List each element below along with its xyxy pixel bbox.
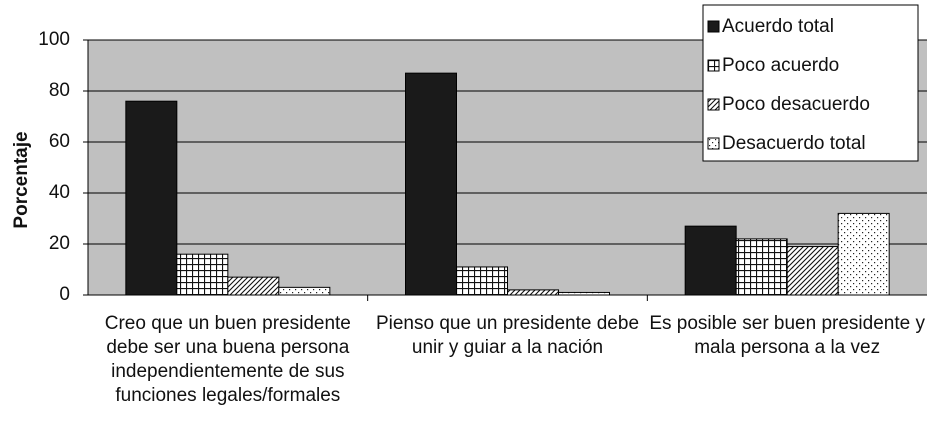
x-tick-label: Pienso que un presidente debe unir y gui… xyxy=(375,313,640,358)
bar xyxy=(735,238,788,296)
y-tick-label: 40 xyxy=(49,182,70,203)
y-tick-label: 20 xyxy=(49,233,70,254)
legend-label: Poco acuerdo xyxy=(722,55,839,76)
bar xyxy=(176,253,229,296)
bar xyxy=(507,289,559,296)
legend-swatch xyxy=(707,98,720,111)
bar xyxy=(786,246,839,296)
bar xyxy=(684,225,737,296)
bar xyxy=(837,212,890,296)
y-tick-label: 80 xyxy=(49,80,70,101)
legend-swatch xyxy=(707,20,720,33)
bar xyxy=(558,291,610,296)
x-tick-label: Es posible ser buen presidente y mala pe… xyxy=(649,313,925,358)
y-tick-label: 60 xyxy=(49,131,70,152)
legend-label: Acuerdo total xyxy=(722,16,834,37)
y-axis-label: Porcentaje xyxy=(11,131,32,228)
bar xyxy=(278,286,331,296)
bar xyxy=(456,266,508,296)
bar xyxy=(125,100,178,296)
y-tick-label: 100 xyxy=(38,29,70,50)
bar xyxy=(405,72,457,296)
legend: Acuerdo total Poco acuerdo Poco desacuerdo… xyxy=(702,4,919,162)
legend-swatch xyxy=(707,59,720,72)
legend-swatch xyxy=(707,137,720,150)
x-tick-label: Creo que un buen presidente debe ser una… xyxy=(104,313,351,406)
y-tick-label: 0 xyxy=(59,284,70,305)
bar xyxy=(227,276,280,296)
legend-box xyxy=(702,4,919,162)
legend-label: Desacuerdo total xyxy=(722,133,866,154)
legend-label: Poco desacuerdo xyxy=(722,94,870,115)
